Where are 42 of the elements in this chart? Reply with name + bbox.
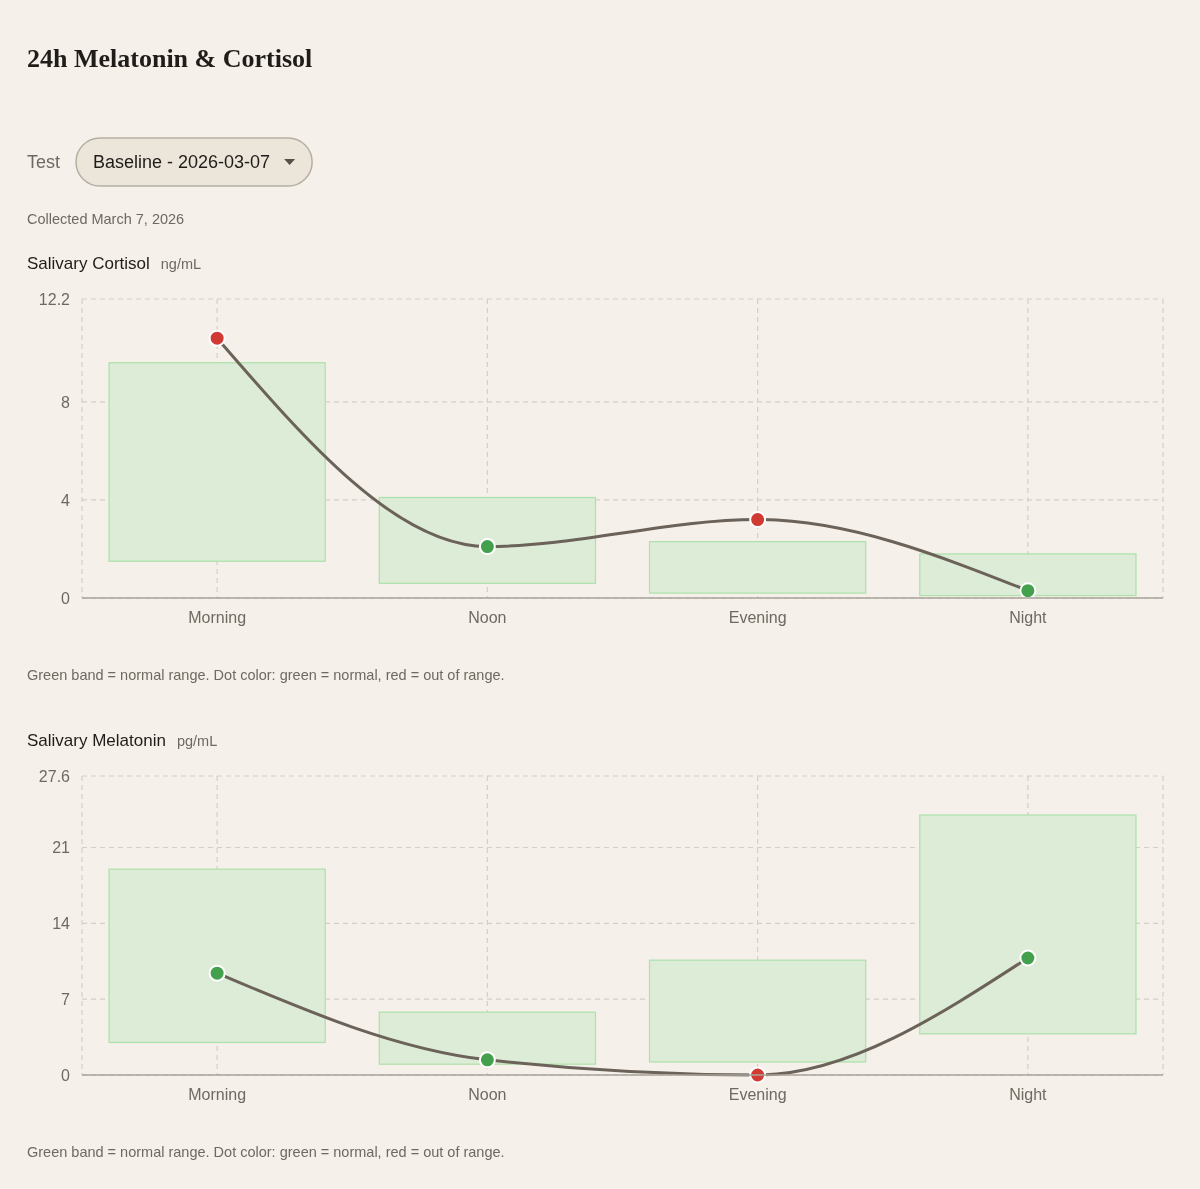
text: Test: [27, 152, 61, 172]
point: [1019, 949, 1037, 967]
y-tick-label: 0: [61, 1066, 71, 1084]
x-tick-label: Evening: [728, 1086, 787, 1103]
bar: [378, 1011, 597, 1065]
bar: [108, 868, 326, 1044]
bar: [919, 814, 1137, 1035]
y-tick-label: 21: [52, 839, 71, 857]
y-tick-label: 27.6: [38, 767, 71, 785]
chart-subtitle: pg/mL: [176, 733, 218, 749]
x-tick-label: Morning: [188, 609, 247, 626]
y-tick-label: 7: [61, 990, 71, 1008]
point: [1019, 582, 1037, 600]
chart-subtitle: ng/mL: [160, 256, 202, 272]
text: 24h Melatonin & Cortisol: [27, 44, 313, 73]
x-tick-label: Night: [1009, 609, 1048, 626]
chart-title: Salivary Melatonin: [27, 731, 166, 750]
point: [478, 1051, 496, 1069]
x-tick-label: Morning: [188, 1086, 247, 1103]
x-tick-label: Evening: [728, 609, 787, 626]
text: Green band = normal range. Dot color: green = normal, red = out of range.: [27, 1144, 505, 1160]
text: Collected March 7, 2026: [27, 211, 185, 227]
point: [208, 329, 226, 347]
point: [478, 538, 496, 556]
text: Green band = normal range. Dot color: green = normal, red = out of range.: [27, 667, 505, 683]
bar: [919, 553, 1137, 597]
x-tick-label: Noon: [468, 1086, 507, 1103]
y-tick-label: 8: [61, 393, 71, 411]
point: [749, 511, 767, 529]
x-tick-label: Night: [1009, 1086, 1048, 1103]
y-tick-label: 12.2: [38, 290, 71, 308]
point: [208, 964, 226, 982]
text: Baseline - 2026-03-07: [93, 152, 271, 172]
x-tick-label: Noon: [468, 609, 507, 626]
bar: [108, 362, 326, 562]
chart-title: Salivary Cortisol: [27, 254, 150, 273]
y-tick-label: 4: [61, 491, 71, 509]
bar: [648, 959, 867, 1063]
bar: [378, 496, 597, 584]
bar: [648, 541, 867, 594]
y-tick-label: 14: [52, 914, 71, 932]
y-tick-label: 0: [61, 589, 71, 607]
